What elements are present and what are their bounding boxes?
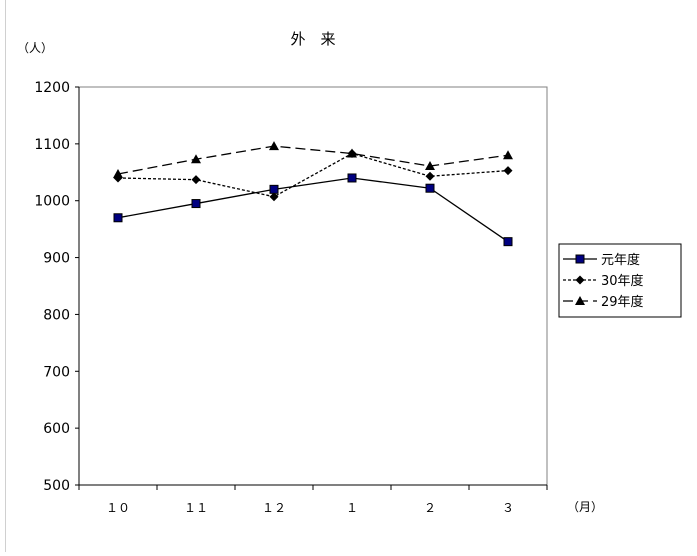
y-tick-label: 500 (43, 478, 70, 494)
series-line (117, 145, 509, 175)
plot-area (78, 86, 548, 486)
data-point (191, 154, 201, 164)
y-tick-label: 1100 (34, 137, 70, 153)
series-line (117, 152, 509, 198)
data-point (503, 237, 513, 247)
legend: 元年度 30年度 29年度 (558, 243, 682, 318)
frame-border (5, 0, 6, 552)
x-tick-label: １０ (106, 501, 130, 515)
data-point (503, 166, 513, 176)
data-point (425, 183, 435, 193)
series-line (117, 177, 509, 243)
data-point (425, 171, 435, 181)
y-tick-label: 1200 (34, 80, 70, 96)
legend-marker (575, 296, 585, 305)
data-point (191, 199, 201, 209)
x-tick-label: ２ (424, 501, 436, 515)
data-point (269, 141, 279, 151)
x-tick-label: １１ (184, 501, 208, 515)
y-tick-label: 1000 (34, 194, 70, 210)
x-tick-label: １２ (262, 501, 286, 515)
data-point (269, 192, 279, 202)
series-layer (113, 141, 513, 247)
y-tick-label: 600 (43, 421, 70, 437)
y-axis-unit: （人） (17, 41, 53, 55)
data-point (347, 149, 357, 159)
data-point (269, 184, 279, 194)
chart-title: 外 来 (290, 30, 335, 48)
data-point (425, 161, 435, 171)
series-元年度 (113, 173, 513, 247)
data-point (503, 150, 513, 160)
legend-marker (575, 254, 585, 264)
x-axis-unit: （月） (567, 500, 603, 514)
data-point (191, 175, 201, 185)
legend-label: 30年度 (601, 273, 644, 289)
legend-label: 29年度 (601, 294, 644, 310)
x-tick-label: １ (346, 501, 358, 515)
y-tick-label: 900 (43, 251, 70, 267)
legend-label: 元年度 (601, 252, 640, 268)
legend-marker (575, 275, 585, 285)
data-point (113, 213, 123, 223)
x-tick-label: ３ (502, 501, 514, 515)
y-tick-label: 700 (43, 364, 70, 380)
y-tick-label: 800 (43, 307, 70, 323)
series-30年度 (113, 149, 513, 202)
data-point (113, 173, 123, 183)
data-point (347, 173, 357, 183)
